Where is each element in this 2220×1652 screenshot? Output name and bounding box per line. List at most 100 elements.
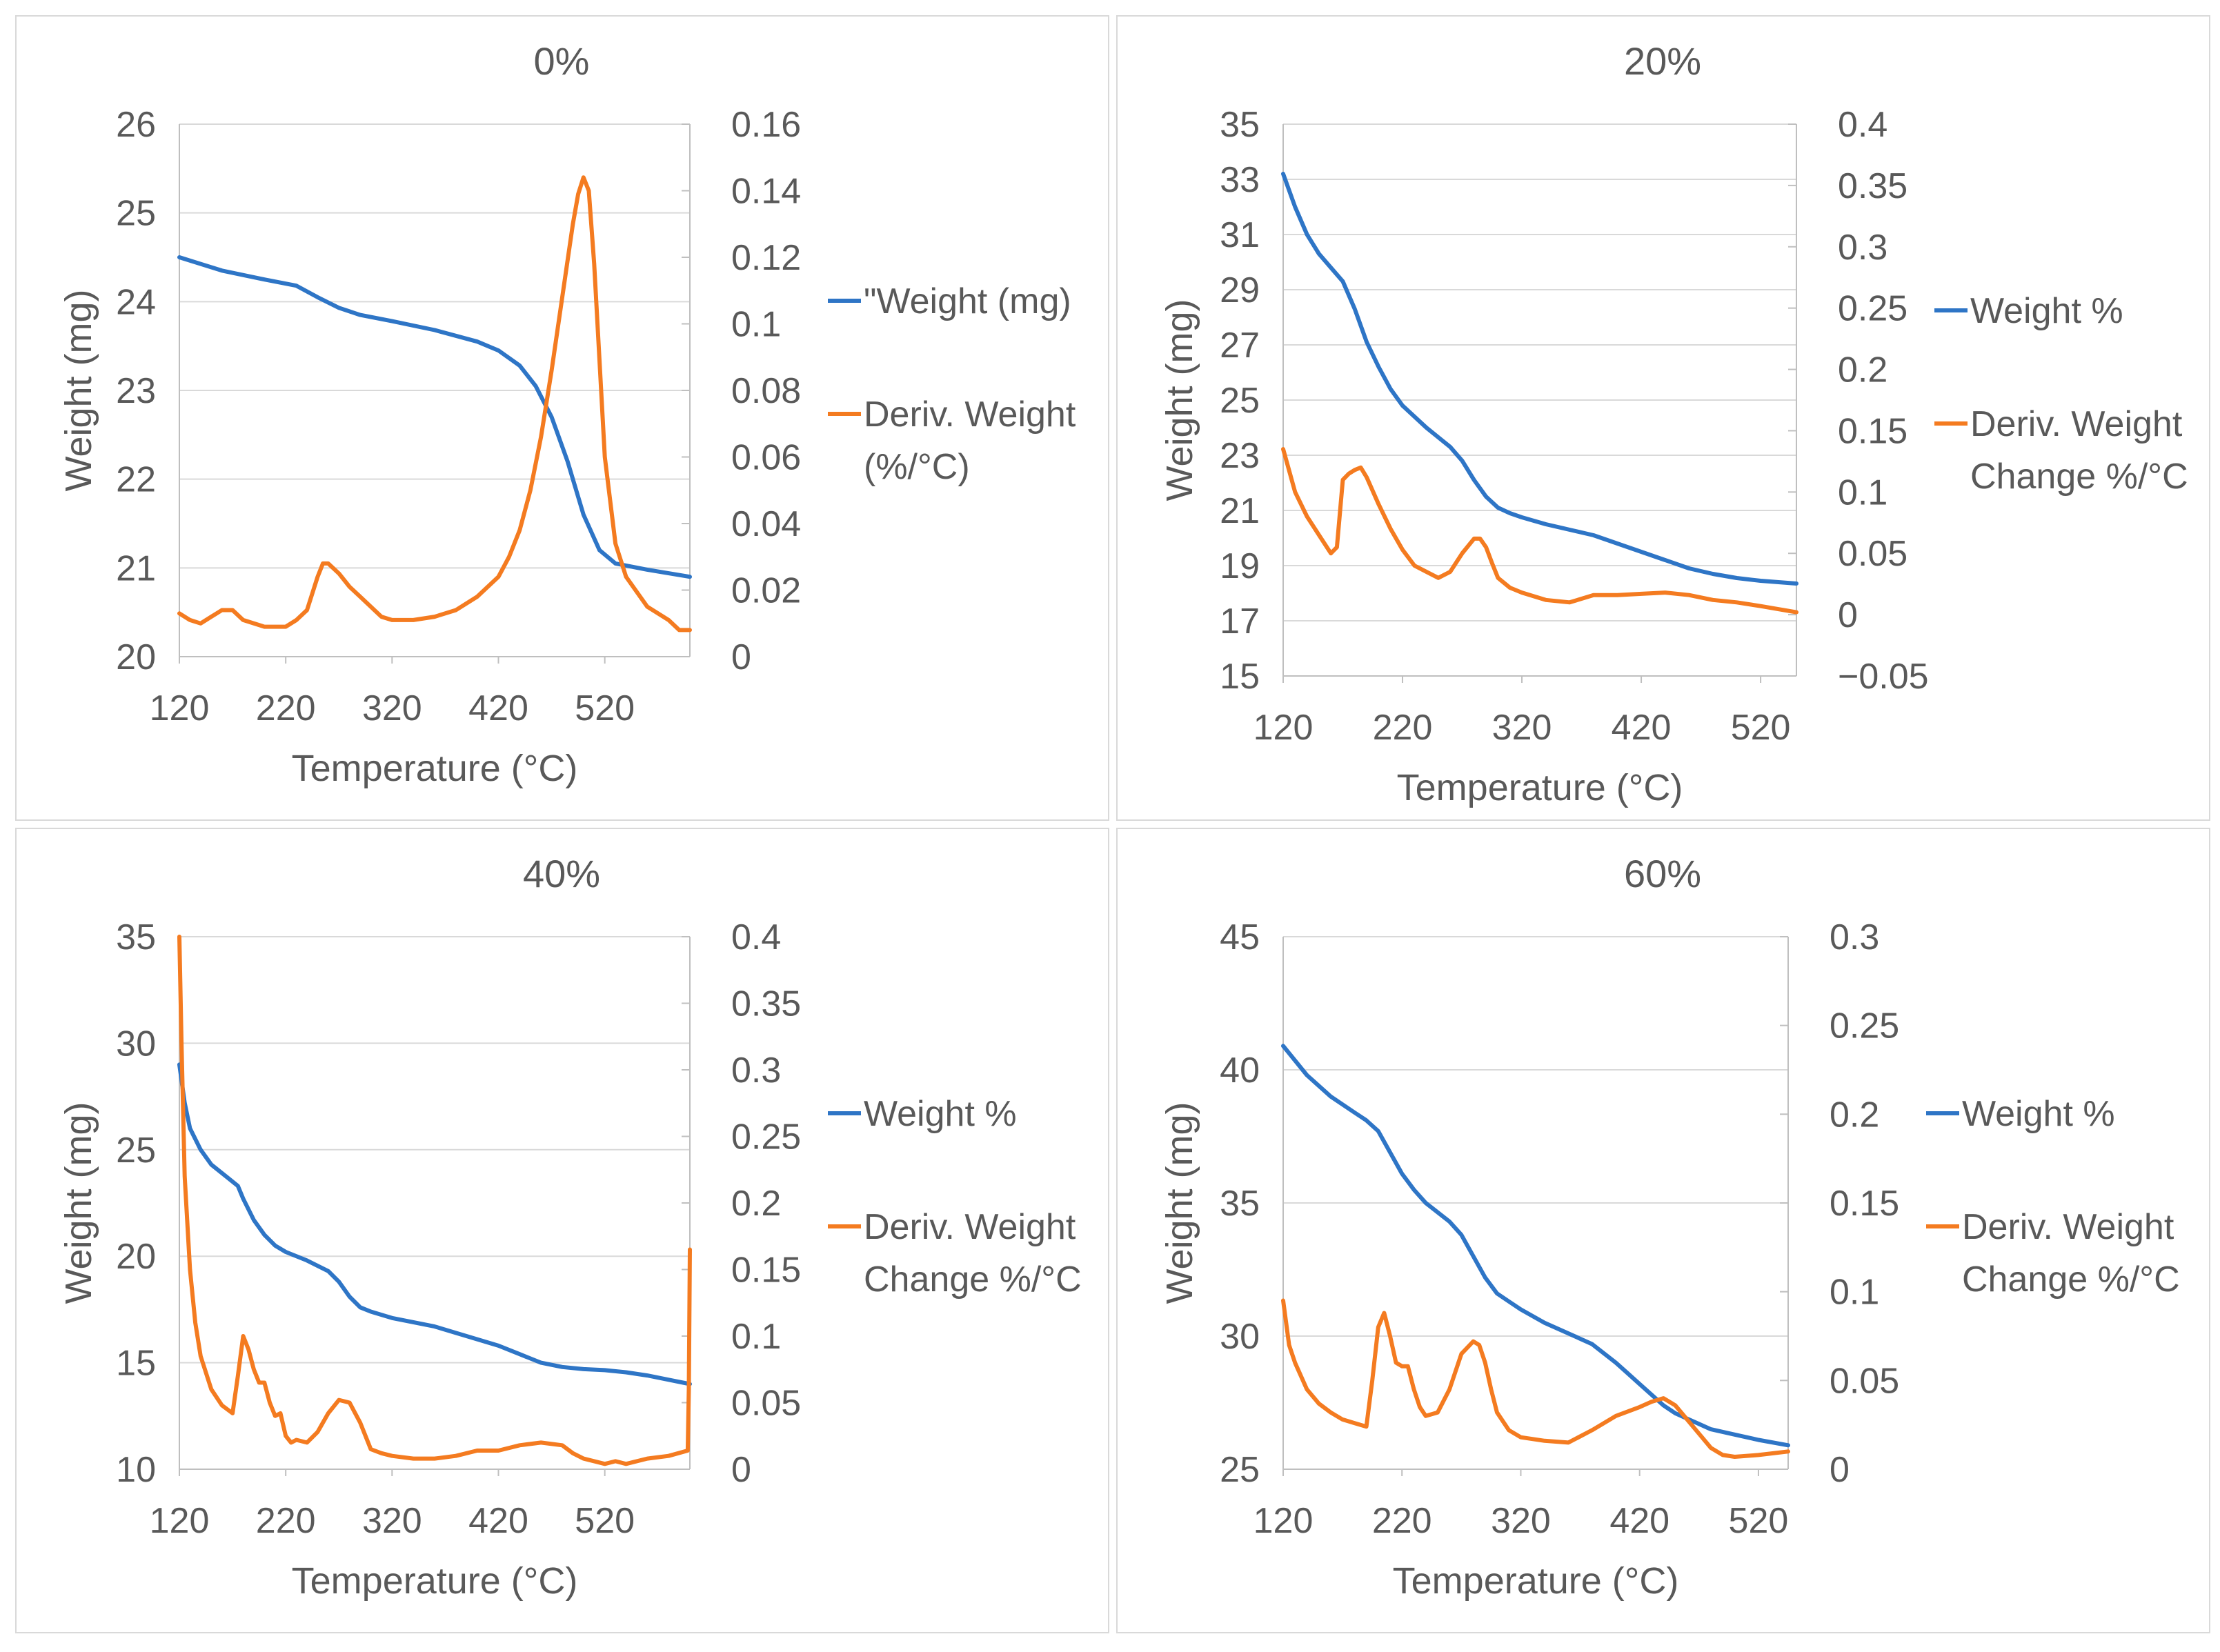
y2-tick-label: 0.1 [731,1317,781,1357]
chart-20pct: 20% 15 17 19 21 23 25 27 29 31 33 35 −0.05 0 0.05 0.1 0.… [1159,39,2188,808]
y-tick-label: 25 [1220,381,1260,421]
legend-label-deriv-line2: Change %/°C [1970,457,2188,497]
y2-tick-label: 0.4 [1838,105,1887,145]
legend-label-weight: Weight % [1962,1094,2115,1134]
chart-title: 0% [534,39,590,83]
y-tick-label: 20 [116,1237,156,1277]
y2-tick-label: 0.04 [731,504,801,544]
y-tick-label: 20 [116,637,156,677]
x-tick-label: 320 [1492,708,1552,748]
legend-label-deriv-line1: Deriv. Weight [1970,404,2183,444]
y2-tick-label: 0.15 [1838,411,1907,451]
y-axis-label: Weight (mg) [58,289,99,491]
y2-tick-label: 0.25 [731,1117,801,1157]
x-tick-label: 220 [1373,708,1433,748]
y2-tick-label: 0.02 [731,571,801,611]
y2-tick-label: 0.15 [731,1251,801,1291]
x-tick-label: 220 [256,688,316,728]
y2-tick-label: 0.16 [731,105,801,145]
y2-tick-label: 0.25 [1830,1006,1899,1046]
y2-tick-label: 0.3 [731,1051,781,1091]
x-tick-label: 120 [1253,1501,1314,1541]
chart-60pct: 60% 25 30 35 40 45 0 0.05 0.1 0.15 0.2 0.25 0.3 120 22… [1159,852,2180,1602]
x-tick-label: 320 [1491,1501,1551,1541]
y-tick-label: 30 [116,1024,156,1064]
x-tick-label: 120 [150,1501,210,1541]
y2-tick-label: 0.14 [731,172,801,212]
y2-tick-label: 0.35 [1838,166,1907,206]
x-tick-label: 520 [1731,708,1791,748]
y2-tick-label: 0.35 [731,984,801,1024]
y-tick-label: 19 [1220,546,1260,586]
weight-series-line [1281,172,1798,586]
x-tick-label: 420 [468,688,528,728]
legend-label-deriv-line1: Deriv. Weight [864,395,1076,435]
x-tick-label: 120 [150,688,210,728]
y-tick-label: 15 [1220,657,1260,697]
legend-label-deriv-line1: Deriv. Weight [864,1207,1076,1247]
x-axis-label: Temperature (°C) [292,748,578,789]
y-tick-label: 31 [1220,215,1260,255]
y-tick-label: 25 [116,194,156,234]
chart-panel-20pct: 20% 15 17 19 21 23 25 27 29 31 33 35 −0.05 0 0.05 0.1 0.… [1116,15,2210,821]
y-tick-label: 10 [116,1450,156,1490]
x-tick-label: 320 [362,1501,422,1541]
x-tick-label: 220 [256,1501,316,1541]
y2-tick-label: 0.2 [1830,1095,1879,1135]
y-tick-label: 23 [116,371,156,411]
y-tick-label: 25 [116,1131,156,1171]
x-tick-label: 520 [575,1501,635,1541]
x-axis-label: Temperature (°C) [1393,1560,1679,1602]
x-tick-label: 420 [468,1501,528,1541]
legend-label-deriv-line2: Change %/°C [1962,1260,2180,1300]
y2-tick-label: 0.12 [731,238,801,278]
y-tick-label: 29 [1220,270,1260,310]
y2-tick-label: 0.3 [1838,228,1887,268]
chart-title: 20% [1624,39,1701,83]
y2-tick-label: 0.4 [731,917,781,957]
x-tick-label: 220 [1372,1501,1432,1541]
y2-tick-label: 0.06 [731,438,801,478]
chart-panel-60pct: 60% 25 30 35 40 45 0 0.05 0.1 0.15 0.2 0.25 0.3 120 22… [1116,828,2210,1633]
weight-series-line [177,255,692,579]
y2-tick-label: 0.05 [1830,1361,1899,1401]
y2-tick-label: 0.3 [1830,917,1879,957]
legend-label-weight: "Weight (mg) [864,281,1071,321]
weight-series-line [1281,1044,1790,1448]
x-tick-label: 420 [1609,1501,1669,1541]
weight-series-line [177,1062,692,1386]
y2-tick-label: −0.05 [1838,657,1929,697]
y2-tick-label: 0 [1830,1450,1850,1490]
y-tick-label: 24 [116,282,156,322]
y-tick-label: 35 [1220,105,1260,145]
y-tick-label: 40 [1220,1051,1260,1091]
x-tick-label: 120 [1253,708,1314,748]
chart-40pct: 40% 10 15 20 25 30 35 0 0.05 0.1 0.15 0.2 0.25 0.3 0.3… [58,852,1082,1602]
legend-label-weight: Weight % [864,1094,1017,1134]
legend-label-weight: Weight % [1970,291,2123,331]
y2-tick-label: 0.08 [731,371,801,411]
y2-tick-label: 0 [731,637,751,677]
chart-title: 40% [523,852,600,895]
y2-tick-label: 0.25 [1838,289,1907,329]
deriv-series-line [1281,447,1798,615]
y2-tick-label: 0 [1838,595,1858,635]
chart-panel-40pct: 40% 10 15 20 25 30 35 0 0.05 0.1 0.15 0.2 0.25 0.3 0.3… [15,828,1109,1633]
y-axis-label: Weight (mg) [1159,299,1200,501]
y-tick-label: 21 [116,548,156,588]
x-tick-label: 420 [1612,708,1672,748]
x-tick-label: 520 [575,688,635,728]
y-axis-label: Weight (mg) [1159,1102,1200,1304]
chart-0pct: 0% 20 21 22 23 24 25 26 0 0.02 0.04 0.06 0.08 0.1 0.12… [58,39,1076,789]
legend-label-deriv-line1: Deriv. Weight [1962,1207,2174,1247]
y-tick-label: 22 [116,460,156,500]
y2-tick-label: 0.1 [1830,1273,1879,1313]
x-axis-label: Temperature (°C) [1397,767,1683,808]
legend-label-deriv-line2: (%/°C) [864,447,970,487]
y-tick-label: 23 [1220,436,1260,476]
y-tick-label: 45 [1220,917,1260,957]
legend-label-deriv-line2: Change %/°C [864,1260,1082,1300]
y2-tick-label: 0.2 [1838,350,1887,390]
y2-tick-label: 0 [731,1450,751,1490]
y-tick-label: 17 [1220,601,1260,641]
